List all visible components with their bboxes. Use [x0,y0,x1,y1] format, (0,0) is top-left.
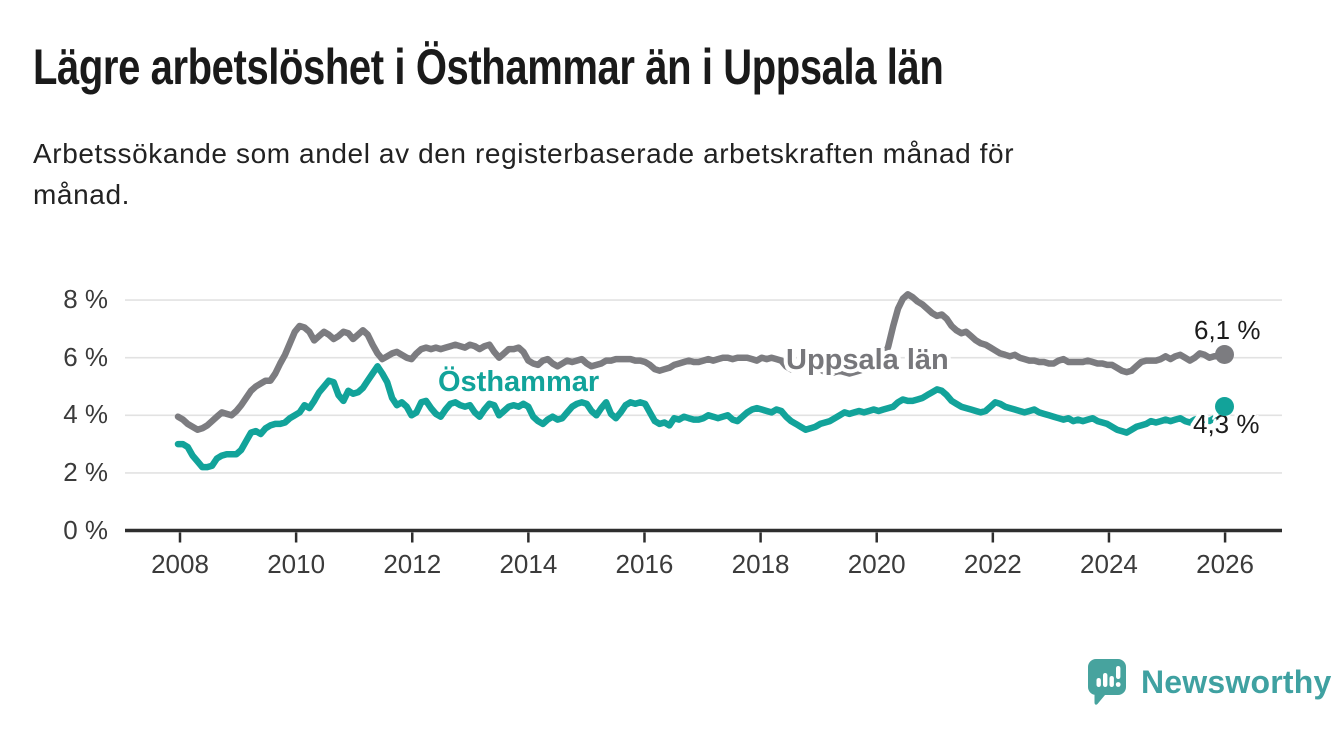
y-axis-label: 8 % [63,284,108,315]
series-line-uppsala-lan [174,291,1228,433]
subtitle-line-1: Arbetssökande som andel av den registerb… [33,138,1015,169]
x-axis-label: 2010 [267,549,326,579]
newsworthy-logo-text: Newsworthy [1141,663,1332,700]
x-axis-label: 2008 [151,549,209,579]
bar-chart-icon [1096,666,1121,687]
x-axis-label: 2018 [731,549,790,579]
y-axis-label: 6 % [63,341,108,372]
x-axis-label: 2016 [615,549,674,579]
end-value-label-uppsala: 6,1 % [1194,315,1261,345]
x-axis-label: 2014 [499,549,558,579]
y-axis-label: 0 % [63,514,108,545]
end-dot-osthammar [1214,397,1234,417]
subtitle: Arbetssökande som andel av den registerb… [33,133,1014,215]
subtitle-line-2: månad. [33,179,130,210]
y-axis-label: 2 % [63,456,108,487]
x-axis-label: 2024 [1080,549,1138,579]
x-axis-label: 2020 [847,549,906,579]
x-axis-label: 2026 [1196,549,1254,579]
series-line-osthammar [174,363,1228,471]
page-title: Lägre arbetslöshet i Östhammar än i Upps… [33,39,944,95]
end-dot-uppsala [1214,345,1234,365]
newsworthy-logo: Newsworthy [1087,658,1331,706]
series-label-uppsala-lan: Uppsala län [786,344,949,376]
series-label-osthammar: Östhammar [438,366,600,398]
x-axis-label: 2022 [963,549,1022,579]
x-axis-label: 2012 [383,549,442,579]
newsworthy-logo-icon [1088,659,1126,705]
y-axis-label: 4 % [63,399,108,430]
